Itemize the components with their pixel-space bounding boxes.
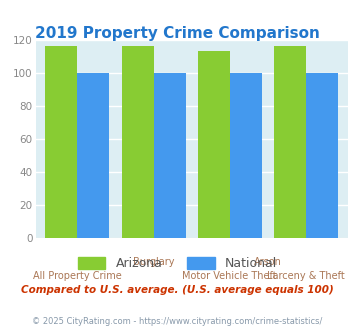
Bar [122,46,154,238]
Text: Arson: Arson [254,257,282,267]
Bar [198,51,230,238]
Text: Motor Vehicle Theft: Motor Vehicle Theft [182,271,277,281]
Bar [77,73,109,238]
Text: 2019 Property Crime Comparison: 2019 Property Crime Comparison [35,26,320,41]
Bar [45,46,77,238]
Bar [306,73,338,238]
Bar [274,46,306,238]
Text: Burglary: Burglary [133,257,174,267]
Text: © 2025 CityRating.com - https://www.cityrating.com/crime-statistics/: © 2025 CityRating.com - https://www.city… [32,317,323,326]
Bar [154,73,186,238]
Text: Larceny & Theft: Larceny & Theft [267,271,345,281]
Legend: Arizona, National: Arizona, National [73,252,282,275]
Text: Compared to U.S. average. (U.S. average equals 100): Compared to U.S. average. (U.S. average … [21,285,334,295]
Bar [230,73,262,238]
Text: All Property Crime: All Property Crime [33,271,122,281]
